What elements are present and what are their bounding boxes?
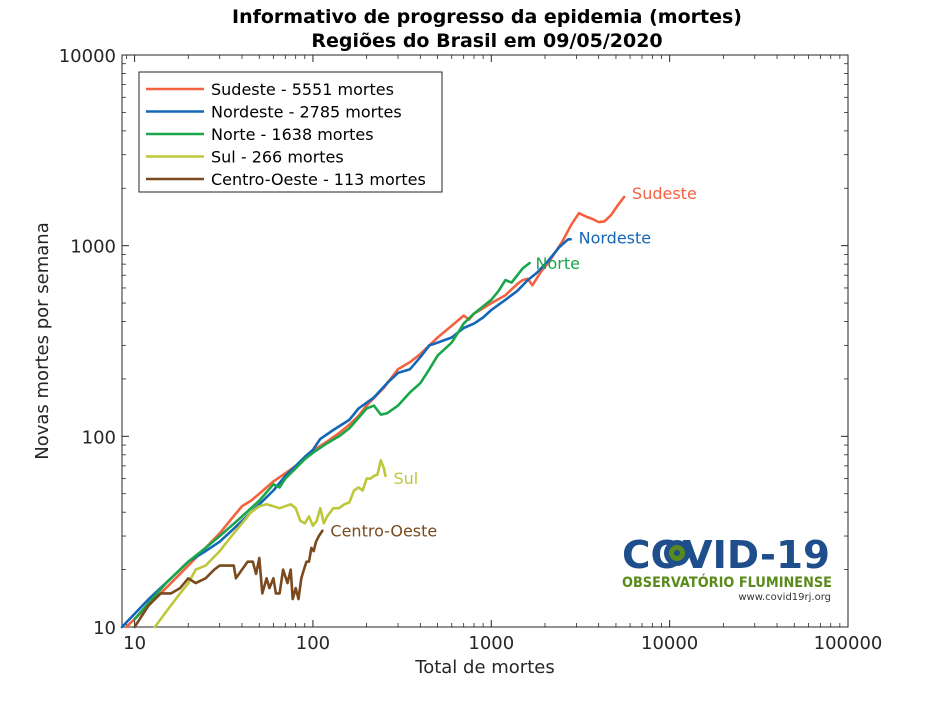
series-line-centro-oeste — [133, 529, 324, 629]
y-tick-label: 10000 — [59, 46, 116, 67]
series-line-norte — [133, 261, 531, 621]
y-tick-label: 10 — [93, 618, 116, 639]
chart-title: Informativo de progresso da epidemia (mo… — [232, 6, 742, 28]
legend-items: Sudeste - 5551 mortes Nordeste - 2785 mor… — [146, 80, 426, 189]
legend-entry: Nordeste - 2785 mortes — [211, 103, 402, 122]
series-line-sudeste — [125, 195, 626, 629]
series-end-label: Centro-Oeste — [330, 522, 437, 541]
virus-icon — [664, 540, 690, 566]
chart-subtitle: Regiões do Brasil em 09/05/2020 — [311, 30, 662, 52]
logo-title: COVID-19 — [622, 533, 830, 577]
series-lines — [120, 195, 626, 629]
series-end-label: Sudeste — [632, 184, 697, 203]
x-axis-label: Total de mortes — [414, 657, 554, 678]
legend-entry: Sudeste - 5551 mortes — [211, 80, 394, 99]
logo-subtitle: OBSERVATÓRIO FLUMINENSE — [622, 573, 832, 591]
x-tick-label: 100000 — [814, 633, 883, 654]
legend-box — [138, 71, 443, 193]
y-tick-label: 1000 — [70, 237, 116, 258]
series-line-nordeste — [120, 238, 572, 629]
y-axis: 10 100 1000 10000 — [59, 46, 848, 639]
legend-entry: Norte - 1638 mortes — [211, 125, 374, 144]
series-end-labels: Sudeste Nordeste Norte Sul Centro-Oeste — [330, 184, 696, 541]
x-tick-label: 10 — [123, 633, 146, 654]
series-end-label: Sul — [393, 469, 418, 488]
legend-entry: Centro-Oeste - 113 mortes — [211, 170, 426, 189]
x-tick-label: 1000 — [468, 633, 514, 654]
logo-url: www.covid19rj.org — [738, 592, 831, 603]
x-axis: 10 100 1000 10000 100000 — [123, 55, 882, 654]
series-line-sul — [153, 458, 387, 629]
legend-entry: Sul - 266 mortes — [211, 148, 344, 167]
y-axis-label: Novas mortes por semana — [32, 222, 53, 459]
x-tick-label: 100 — [296, 633, 330, 654]
series-end-label: Nordeste — [579, 228, 652, 247]
logo: COVID-19 OBSERVATÓRIO FLUMINENSE www.cov… — [622, 533, 832, 603]
legend: Sudeste - 5551 mortes Nordeste - 2785 mor… — [138, 71, 443, 193]
y-tick-label: 100 — [82, 427, 116, 448]
x-tick-label: 10000 — [641, 633, 698, 654]
series-end-label: Norte — [536, 254, 580, 273]
